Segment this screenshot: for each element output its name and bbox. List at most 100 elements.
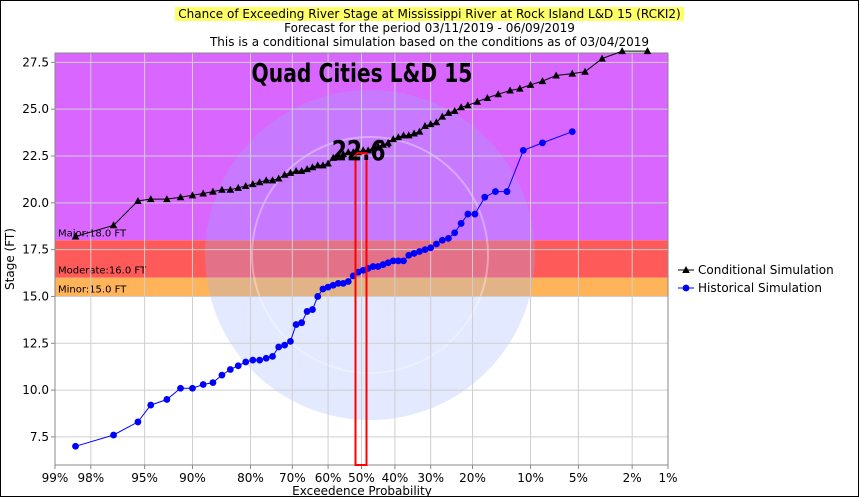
historical-simulation-point [421,246,429,254]
location-annotation: Quad Cities L&D 15 [252,59,473,89]
historical-simulation-point [400,257,407,265]
conditional-simulation-point [134,196,142,204]
x-tick-label: 30% [417,471,444,485]
conditional-simulation-point [389,135,398,143]
historical-simulation-point [269,352,276,360]
historical-simulation-point [226,366,234,373]
conditional-simulation-point [444,108,453,116]
conditional-simulation-point [339,150,348,158]
chart-subtitle-period: Forecast for the period 03/11/2019 - 06/… [284,21,575,35]
historical-simulation-point [298,319,306,327]
conditional-simulation-point [581,67,589,75]
conditional-simulation-point [643,47,652,55]
historical-simulation-point [314,293,322,300]
conditional-simulation-point [303,165,311,173]
x-tick-label: 70% [279,471,306,485]
y-tick-label: 17.5 [22,243,49,257]
historical-simulation-point [464,210,472,218]
conditional-simulation-point [438,112,447,120]
conditional-simulation-point [506,86,514,94]
conditional-simulation-point [483,93,492,101]
conditional-simulation-point [516,84,524,92]
x-tick-label: 98% [77,471,104,485]
historical-simulation-point [309,306,316,313]
historical-simulation-point [481,193,489,201]
median-highlight-box [354,152,368,466]
y-axis-ticks: 7.5 10.0 12.5 15.0 17.5 20.0 22.5 25.0 27.5 [22,55,55,444]
historical-simulation-point [287,338,294,345]
x-tick-label: 50% [348,471,375,485]
x-tick-label: 95% [131,471,158,485]
conditional-simulation-point [410,129,418,137]
noaa-watermark [205,90,535,420]
historical-simulation-point [281,341,289,349]
conditional-simulation-point [297,166,306,174]
historical-simulation-point [427,244,435,252]
conditional-simulation-point [313,161,322,169]
chart-title-row: Chance of Exceeding River Stage at Missi… [0,7,859,21]
conditional-simulation-point [268,176,277,184]
historical-simulation-point [134,418,142,426]
conditional-simulation-point [538,77,547,85]
conditional-simulation-point [188,191,197,199]
band-label-moderate: Moderate:16.0 FT [58,266,147,277]
conditional-simulation-point [209,187,217,195]
x-tick-label: 2% [623,471,642,485]
historical-simulation-point [234,362,242,370]
conditional-simulation-point [457,103,465,111]
conditional-simulation-point [280,170,289,178]
x-tick-label: 10% [517,471,544,485]
historical-simulation-point [177,384,184,392]
conditional-simulation-point [552,71,560,79]
conditional-simulation-point [432,118,441,126]
historical-simulation-point [444,235,452,242]
conditional-simulation-point [404,131,413,139]
historical-simulation-point [292,321,300,328]
conditional-simulation-point [334,152,343,159]
conditional-simulation-point [568,69,577,77]
legend-label-historical-simulation: Historical Simulation [698,281,822,295]
x-tick-label: 99% [42,471,69,485]
conditional-simulation-point [464,101,472,109]
historical-simulation-point [262,354,270,362]
historical-simulation-point [410,249,418,257]
historical-simulation-point [539,139,546,147]
series-historical-simulation [72,128,576,450]
conditional-simulation-point [255,178,264,186]
historical-simulation-point [568,128,576,136]
conditional-simulation-point [394,133,403,141]
conditional-simulation-point [249,180,257,188]
historical-simulation-point [344,278,352,285]
conditional-simulation-point [379,140,387,148]
conditional-simulation-point [176,193,185,201]
conditional-simulation-point [292,166,300,174]
conditional-simulation-point [494,90,503,98]
conditional-simulation-point [319,161,327,169]
historical-simulation-point [319,285,327,293]
historical-simulation-point [199,381,207,388]
conditional-simulation-point [109,221,118,229]
legend-item-conditional-simulation: Conditional Simulation [678,263,834,277]
x-axis-label: Exceedence Probability [292,484,432,497]
band-label-minor: Minor:15.0 FT [58,284,127,295]
conditional-simulation-point [598,54,606,62]
conditional-simulation-point [286,168,295,176]
historical-simulation-point [405,251,413,259]
historical-simulation-point [451,229,459,237]
conditional-simulation-point [234,183,243,191]
historical-simulation-point [334,279,342,287]
conditional-simulation-point [369,144,377,152]
historical-simulation-point [503,188,511,195]
conditional-simulation-point [218,185,226,193]
conditional-simulation-point [199,189,207,197]
conditional-simulation-point [241,181,250,189]
y-tick-label: 27.5 [22,55,49,69]
conditional-simulation-point [324,159,332,167]
historical-simulation-point [256,356,264,364]
historical-simulation-point [147,401,155,409]
x-tick-label: 20% [459,471,486,485]
historical-simulation-point [189,384,196,392]
x-axis-ticks: 99% 98% 95% 90% 80% 70% 60% 50% 40% 30% 20% 10% 5% 2%… [42,465,678,485]
conditional-simulation-point [71,232,80,240]
historical-simulation-point [242,358,250,366]
